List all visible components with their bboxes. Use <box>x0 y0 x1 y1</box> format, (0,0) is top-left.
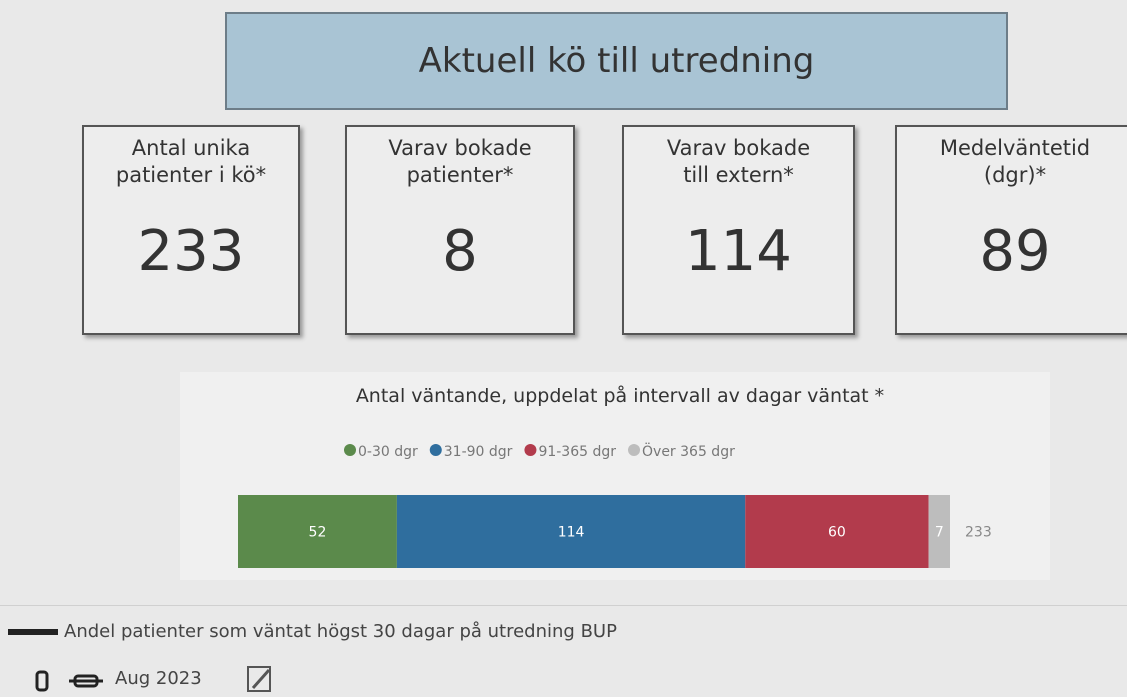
kpi-value: 8 <box>442 219 478 284</box>
chart-panel: Antal väntande, uppdelat på intervall av… <box>180 372 1050 580</box>
legend-marker <box>628 444 641 456</box>
total-label: 233 <box>965 525 992 541</box>
legend-label: 0-30 dgr <box>358 444 418 460</box>
bar-segment <box>745 495 929 568</box>
legend-label: 91-365 dgr <box>538 444 616 460</box>
kpi-value: 114 <box>685 219 792 284</box>
kpi-label: Antal unika patienter i kö* <box>115 136 267 187</box>
data-label: 114 <box>558 525 585 541</box>
legend-label: 31-90 dgr <box>444 444 513 460</box>
kpi-card: Varav bokade till extern* 114 <box>622 125 855 335</box>
line-icon <box>8 629 58 635</box>
kpi-card: Medelväntetid (dgr)* 89 <box>895 125 1127 335</box>
separator <box>0 605 1127 606</box>
chart-title: Antal väntande, uppdelat på intervall av… <box>356 384 884 407</box>
edit-icon[interactable] <box>245 664 275 694</box>
legend-label: Över 365 dgr <box>642 442 735 460</box>
measure-label: Andel patienter som väntat högst 30 daga… <box>64 621 617 642</box>
page-title: Aktuell kö till utredning <box>225 12 1008 110</box>
data-label: 60 <box>828 525 846 541</box>
kpi-value: 233 <box>137 219 245 284</box>
data-label: 52 <box>309 525 327 541</box>
legend-marker <box>524 444 537 456</box>
bar-segment <box>928 495 950 568</box>
kpi-label: Varav bokade till extern* <box>666 136 811 187</box>
bar-segment <box>238 495 397 568</box>
legend-marker <box>429 444 442 456</box>
bar-segment <box>396 495 746 568</box>
kpi-card: Antal unika patienter i kö* 233 <box>82 125 300 335</box>
kpi-label: Varav bokade patienter* <box>388 136 532 187</box>
data-label: 7 <box>935 525 944 541</box>
nav-icons[interactable] <box>35 670 115 694</box>
legend-marker <box>344 444 356 456</box>
period-label: Aug 2023 <box>115 668 202 689</box>
kpi-label: Medelväntetid (dgr)* <box>939 136 1091 187</box>
kpi-value: 89 <box>979 219 1051 284</box>
chart: Antal väntande, uppdelat på intervall av… <box>238 384 992 568</box>
kpi-card: Varav bokade patienter* 8 <box>345 125 575 335</box>
